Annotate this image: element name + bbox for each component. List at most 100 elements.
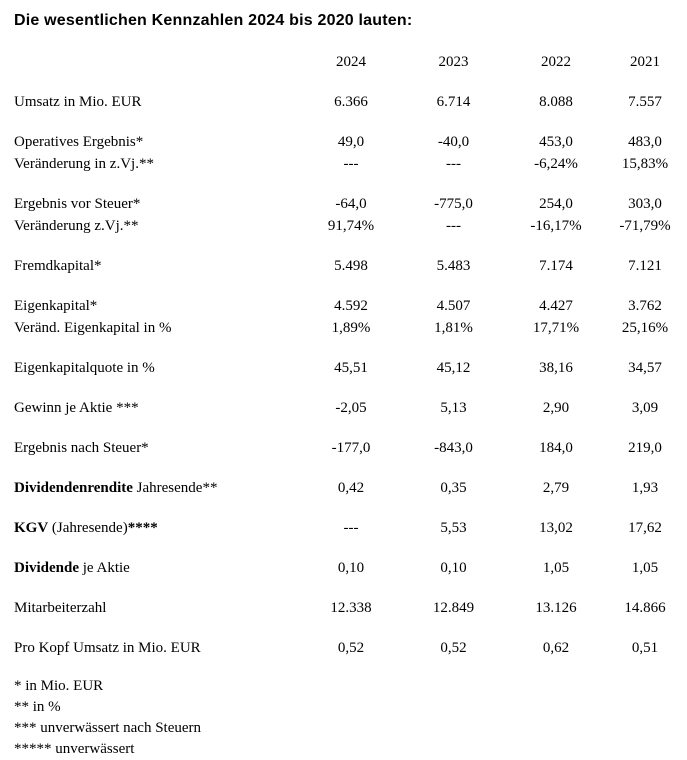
table-row-group: Pro Kopf Umsatz in Mio. EUR 0,52 0,52 0,62 0… <box>14 637 687 659</box>
row-label-part: Veränd. Eigenkapital in % <box>14 320 172 336</box>
value-cell-2022: 2,90 <box>542 400 570 416</box>
page-title: Die wesentlichen Kennzahlen 2024 bis 202… <box>14 12 413 29</box>
table-row: Veränd. Eigenkapital in % 1,89% 1,81% 17,71… <box>14 317 687 339</box>
value-cell-2024: --- <box>343 520 359 536</box>
value-cell-2022: 7.174 <box>539 258 573 274</box>
value-cell-2022: 17,71% <box>532 320 580 336</box>
value-cell-2023: --- <box>446 156 461 172</box>
value-cell-2024: 45,51 <box>334 360 368 376</box>
value-cell-2021: 17,62 <box>628 520 662 536</box>
value-cell-2024: 0,10 <box>337 560 365 576</box>
row-label-part: Eigenkapitalquote in % <box>14 360 155 376</box>
row-label-part: Gewinn je Aktie *** <box>14 400 139 416</box>
value-cell-2024: -64,0 <box>335 196 367 212</box>
table-row: Ergebnis vor Steuer* -64,0 -775,0 254,0 303,… <box>14 193 687 215</box>
value-cell-2022: 4.427 <box>539 298 573 314</box>
footnote-unverwaessert: ***** unverwässert <box>14 741 135 757</box>
row-label: KGV (Jahresende)**** <box>14 517 296 539</box>
table-row-group: KGV (Jahresende)**** --- 5,53 13,02 17,62 <box>14 517 687 539</box>
table-row: Operatives Ergebnis* 49,0 -40,0 453,0 483,0 <box>14 131 687 153</box>
value-cell-2021: 303,0 <box>628 196 662 212</box>
row-label-part: Veränderung z.Vj.** <box>14 218 139 234</box>
table-row-group: Ergebnis vor Steuer* -64,0 -775,0 254,0 303,… <box>14 193 687 237</box>
kennzahlen-table: 2024 2023 2022 2021 Umsatz in Mio. EUR 6.366… <box>14 51 687 659</box>
value-cell-2023: --- <box>446 218 461 234</box>
row-label: Mitarbeiterzahl <box>14 597 296 619</box>
row-label-part: Pro Kopf Umsatz in Mio. EUR <box>14 640 201 656</box>
value-cell-2021: 15,83% <box>621 156 669 172</box>
row-label-bold-part: Dividendenrendite <box>14 480 133 496</box>
table-row-group: Eigenkapital* 4.592 4.507 4.427 3.762 Veränd.… <box>14 295 687 339</box>
row-label: Ergebnis vor Steuer* <box>14 193 296 215</box>
value-cell-2023: 1,81% <box>434 320 473 336</box>
value-cell-2024: 5.498 <box>334 258 368 274</box>
value-cell-2024: 0,42 <box>337 480 365 496</box>
footnote-percent: ** in % <box>14 699 61 715</box>
value-cell-2022: 1,05 <box>542 560 570 576</box>
row-label-part: Veränderung in z.Vj.** <box>14 156 154 172</box>
value-cell-2022: 2,79 <box>542 480 570 496</box>
row-label-part: Ergebnis nach Steuer* <box>14 440 149 456</box>
value-cell-2023: 5,13 <box>440 400 467 416</box>
column-header-2021: 2021 <box>630 54 660 70</box>
value-cell-2024: -177,0 <box>331 440 371 456</box>
value-cell-2022: 453,0 <box>539 134 573 150</box>
column-header-2024: 2024 <box>336 54 366 70</box>
footnotes: * in Mio. EUR ** in % *** unverwässert n… <box>14 676 687 760</box>
row-label-bold-part: Dividende <box>14 560 80 576</box>
row-label: Ergebnis nach Steuer* <box>14 437 296 459</box>
value-cell-2022: 38,16 <box>539 360 573 376</box>
value-cell-2024: 1,89% <box>331 320 371 336</box>
row-label: Pro Kopf Umsatz in Mio. EUR <box>14 637 296 659</box>
table-row-group: Eigenkapitalquote in % 45,51 45,12 38,16 34,… <box>14 357 687 379</box>
table-row: Mitarbeiterzahl 12.338 12.849 13.126 14.866 <box>14 597 687 619</box>
table-row: Umsatz in Mio. EUR 6.366 6.714 8.088 7.557 <box>14 91 687 113</box>
row-label: Operatives Ergebnis* <box>14 131 296 153</box>
table-body: Umsatz in Mio. EUR 6.366 6.714 8.088 7.557 Op… <box>14 91 687 659</box>
value-cell-2023: 5.483 <box>436 258 471 274</box>
row-label-part: Fremdkapital* <box>14 258 102 274</box>
value-cell-2023: 0,10 <box>440 560 467 576</box>
table-row-group: Dividendenrendite Jahresende** 0,42 0,35 2,… <box>14 477 687 499</box>
row-label-part: Eigenkapital* <box>14 298 98 314</box>
table-row: KGV (Jahresende)**** --- 5,53 13,02 17,62 <box>14 517 687 539</box>
row-label: Gewinn je Aktie *** <box>14 397 296 419</box>
table-row: Veränderung z.Vj.** 91,74% --- -16,17% -71,7… <box>14 215 687 237</box>
value-cell-2023: 6.714 <box>436 94 471 110</box>
value-cell-2022: 254,0 <box>539 196 573 212</box>
value-cell-2024: --- <box>343 156 359 172</box>
table-row: Pro Kopf Umsatz in Mio. EUR 0,52 0,52 0,62 0… <box>14 637 687 659</box>
row-label: Eigenkapitalquote in % <box>14 357 296 379</box>
table-row: Veränderung in z.Vj.** --- --- -6,24% 15,83% <box>14 153 687 175</box>
table-row: Fremdkapital* 5.498 5.483 7.174 7.121 <box>14 255 687 277</box>
row-label-part: Mitarbeiterzahl <box>14 600 107 616</box>
table-row: Eigenkapital* 4.592 4.507 4.427 3.762 <box>14 295 687 317</box>
row-label-part: Jahresende** <box>132 480 218 496</box>
column-header-2023: 2023 <box>438 54 469 70</box>
value-cell-2024: 0,52 <box>337 640 365 656</box>
value-cell-2021: 14.866 <box>624 600 666 616</box>
value-cell-2021: 7.121 <box>628 258 662 274</box>
column-header-2022: 2022 <box>541 54 571 70</box>
table-row: Gewinn je Aktie *** -2,05 5,13 2,90 3,09 <box>14 397 687 419</box>
value-cell-2022: -6,24% <box>534 156 578 172</box>
value-cell-2024: 6.366 <box>334 94 368 110</box>
value-cell-2022: 13.126 <box>535 600 577 616</box>
value-cell-2022: 184,0 <box>539 440 573 456</box>
value-cell-2021: 3.762 <box>628 298 662 314</box>
value-cell-2023: -843,0 <box>434 440 473 456</box>
row-label: Fremdkapital* <box>14 255 296 277</box>
value-cell-2022: -16,17% <box>530 218 582 234</box>
table-header-row: 2024 2023 2022 2021 <box>14 51 687 73</box>
value-cell-2023: 4.507 <box>436 298 471 314</box>
row-label-part: Operatives Ergebnis* <box>14 134 144 150</box>
value-cell-2021: 3,09 <box>631 400 659 416</box>
row-label: Eigenkapital* <box>14 295 296 317</box>
row-label-part: Umsatz in Mio. EUR <box>14 94 142 110</box>
value-cell-2023: 0,52 <box>440 640 467 656</box>
table-row-group: Umsatz in Mio. EUR 6.366 6.714 8.088 7.557 <box>14 91 687 113</box>
table-row: Ergebnis nach Steuer* -177,0 -843,0 184,0 21… <box>14 437 687 459</box>
table-row: Dividendenrendite Jahresende** 0,42 0,35 2,… <box>14 477 687 499</box>
value-cell-2023: 5,53 <box>440 520 467 536</box>
value-cell-2021: -71,79% <box>619 218 671 234</box>
